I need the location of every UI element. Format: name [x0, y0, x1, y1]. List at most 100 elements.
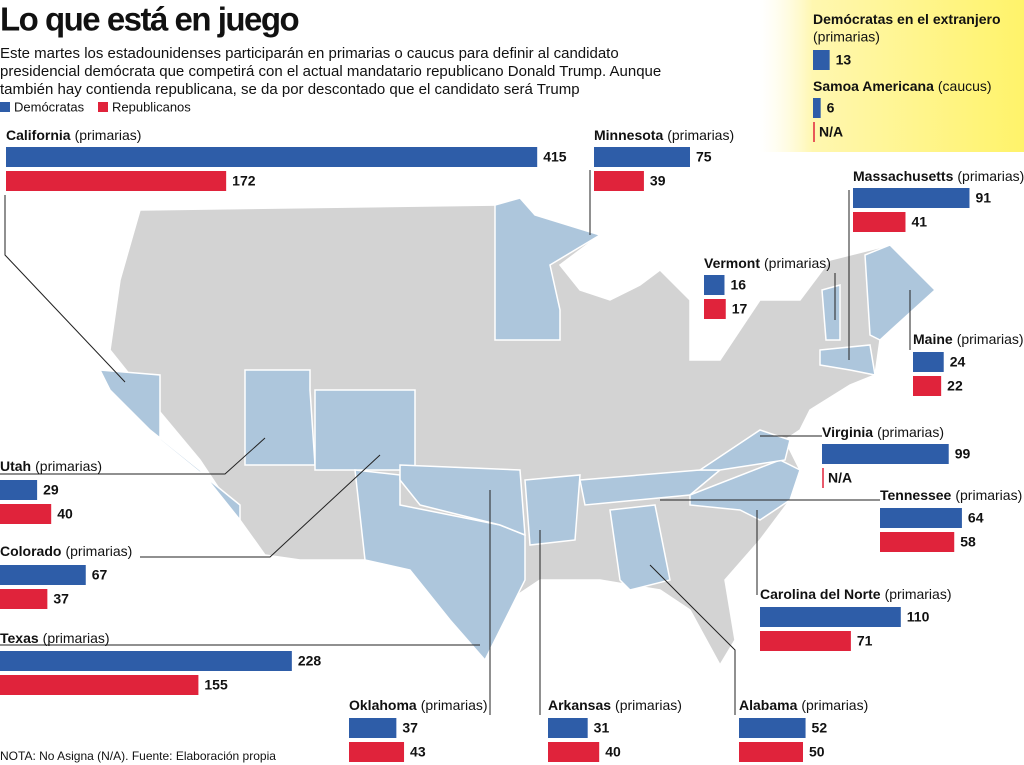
state: [821, 284, 841, 341]
bar: [349, 718, 397, 738]
value-label: 110: [907, 609, 930, 625]
value-label: 415: [543, 149, 567, 165]
bar: [0, 589, 48, 609]
bar: [704, 299, 726, 319]
value-label: 39: [650, 173, 666, 189]
value-label: 155: [204, 677, 228, 693]
value-label: 71: [857, 633, 873, 649]
value-label: 24: [950, 354, 966, 370]
bar: [704, 275, 725, 295]
group-qualifier: (primarias): [421, 697, 488, 713]
group-name: California: [6, 127, 71, 143]
group-qualifier: (primarias): [813, 29, 880, 45]
bar: [913, 376, 942, 396]
bar: [548, 718, 588, 738]
value-label: 50: [809, 744, 825, 760]
bar: [6, 147, 538, 167]
value-label: 13: [836, 52, 852, 68]
group-label: Minnesota (primarias): [594, 127, 734, 143]
group-label: Samoa Americana (caucus): [813, 78, 992, 94]
group-label: Utah (primarias): [0, 458, 102, 474]
bar: [739, 718, 806, 738]
group-name: Oklahoma: [349, 697, 417, 713]
group-name: Arkansas: [548, 697, 611, 713]
group-label: Arkansas (primarias): [548, 697, 682, 713]
group-qualifier: (primarias): [43, 630, 110, 646]
group-name: Carolina del Norte: [760, 586, 881, 602]
group-label: Maine (primarias): [913, 331, 1024, 347]
group-qualifier: (primarias): [667, 127, 734, 143]
legend-label: Demócratas: [14, 99, 85, 114]
group-qualifier: (primarias): [957, 331, 1024, 347]
group-qualifier: (primarias): [955, 487, 1022, 503]
value-label: 37: [402, 720, 418, 736]
bar: [594, 171, 644, 191]
value-label: 58: [960, 534, 976, 550]
subtitle: Este martes los estadounidenses particip…: [0, 45, 662, 98]
bar: [813, 50, 830, 70]
value-label: 75: [696, 149, 712, 165]
value-label: 17: [732, 301, 748, 317]
state: [864, 244, 937, 341]
state: [98, 369, 241, 523]
group-label: Vermont (primarias): [704, 255, 831, 271]
group-name: Samoa Americana: [813, 78, 934, 94]
leader-line: [0, 437, 266, 475]
value-label: 16: [730, 277, 746, 293]
bar: [0, 565, 86, 585]
state: [314, 389, 416, 471]
state: [689, 459, 801, 521]
group-name: Demócratas en el extranjero: [813, 11, 1001, 27]
group-name: Minnesota: [594, 127, 663, 143]
value-label: 99: [955, 446, 971, 462]
value-label: 41: [911, 214, 927, 230]
value-label: 172: [232, 173, 256, 189]
note: NOTA: No Asigna (N/A). Fuente: Elaboraci…: [0, 749, 276, 763]
group-name: Maine: [913, 331, 953, 347]
group-label: Virginia (primarias): [822, 424, 944, 440]
bar: [760, 631, 851, 651]
bar: [0, 651, 292, 671]
bar: [760, 607, 901, 627]
bar: [853, 188, 970, 208]
leader-line: [140, 454, 381, 558]
group-name: Texas: [0, 630, 39, 646]
title: Lo que está en juego: [0, 1, 299, 38]
value-label: 31: [594, 720, 610, 736]
group-label: Oklahoma (primarias): [349, 697, 488, 713]
group-label: California (primarias): [6, 127, 141, 143]
state: [494, 197, 602, 341]
group-label: Demócratas en el extranjero: [813, 11, 1001, 27]
bar: [813, 98, 821, 118]
bar: [913, 352, 944, 372]
bar: [880, 508, 962, 528]
group-label: Alabama (primarias): [739, 697, 868, 713]
bar: [594, 147, 690, 167]
state: [354, 469, 526, 662]
state: [244, 369, 316, 466]
bar: [0, 504, 52, 524]
value-label: 43: [410, 744, 426, 760]
bar: [6, 171, 227, 191]
leader-line: [649, 564, 736, 715]
group-label: Texas (primarias): [0, 630, 110, 646]
bar: [880, 532, 955, 552]
group-name: Utah: [0, 458, 31, 474]
us-map: [109, 197, 937, 667]
state: [697, 429, 791, 471]
group-qualifier: (primarias): [885, 586, 952, 602]
value-label: 22: [947, 378, 963, 394]
group-name: Vermont: [704, 255, 760, 271]
value-label: 228: [298, 653, 322, 669]
group-qualifier: (primarias): [75, 127, 142, 143]
legend-swatch: [98, 102, 108, 112]
state: [524, 474, 581, 546]
leader-line: [4, 195, 126, 383]
group-name: Colorado: [0, 543, 61, 559]
state: [399, 464, 526, 537]
legend-label: Republicanos: [112, 99, 191, 114]
group-name: Virginia: [822, 424, 873, 440]
legend-swatch: [0, 102, 10, 112]
group-qualifier: (primarias): [957, 168, 1024, 184]
